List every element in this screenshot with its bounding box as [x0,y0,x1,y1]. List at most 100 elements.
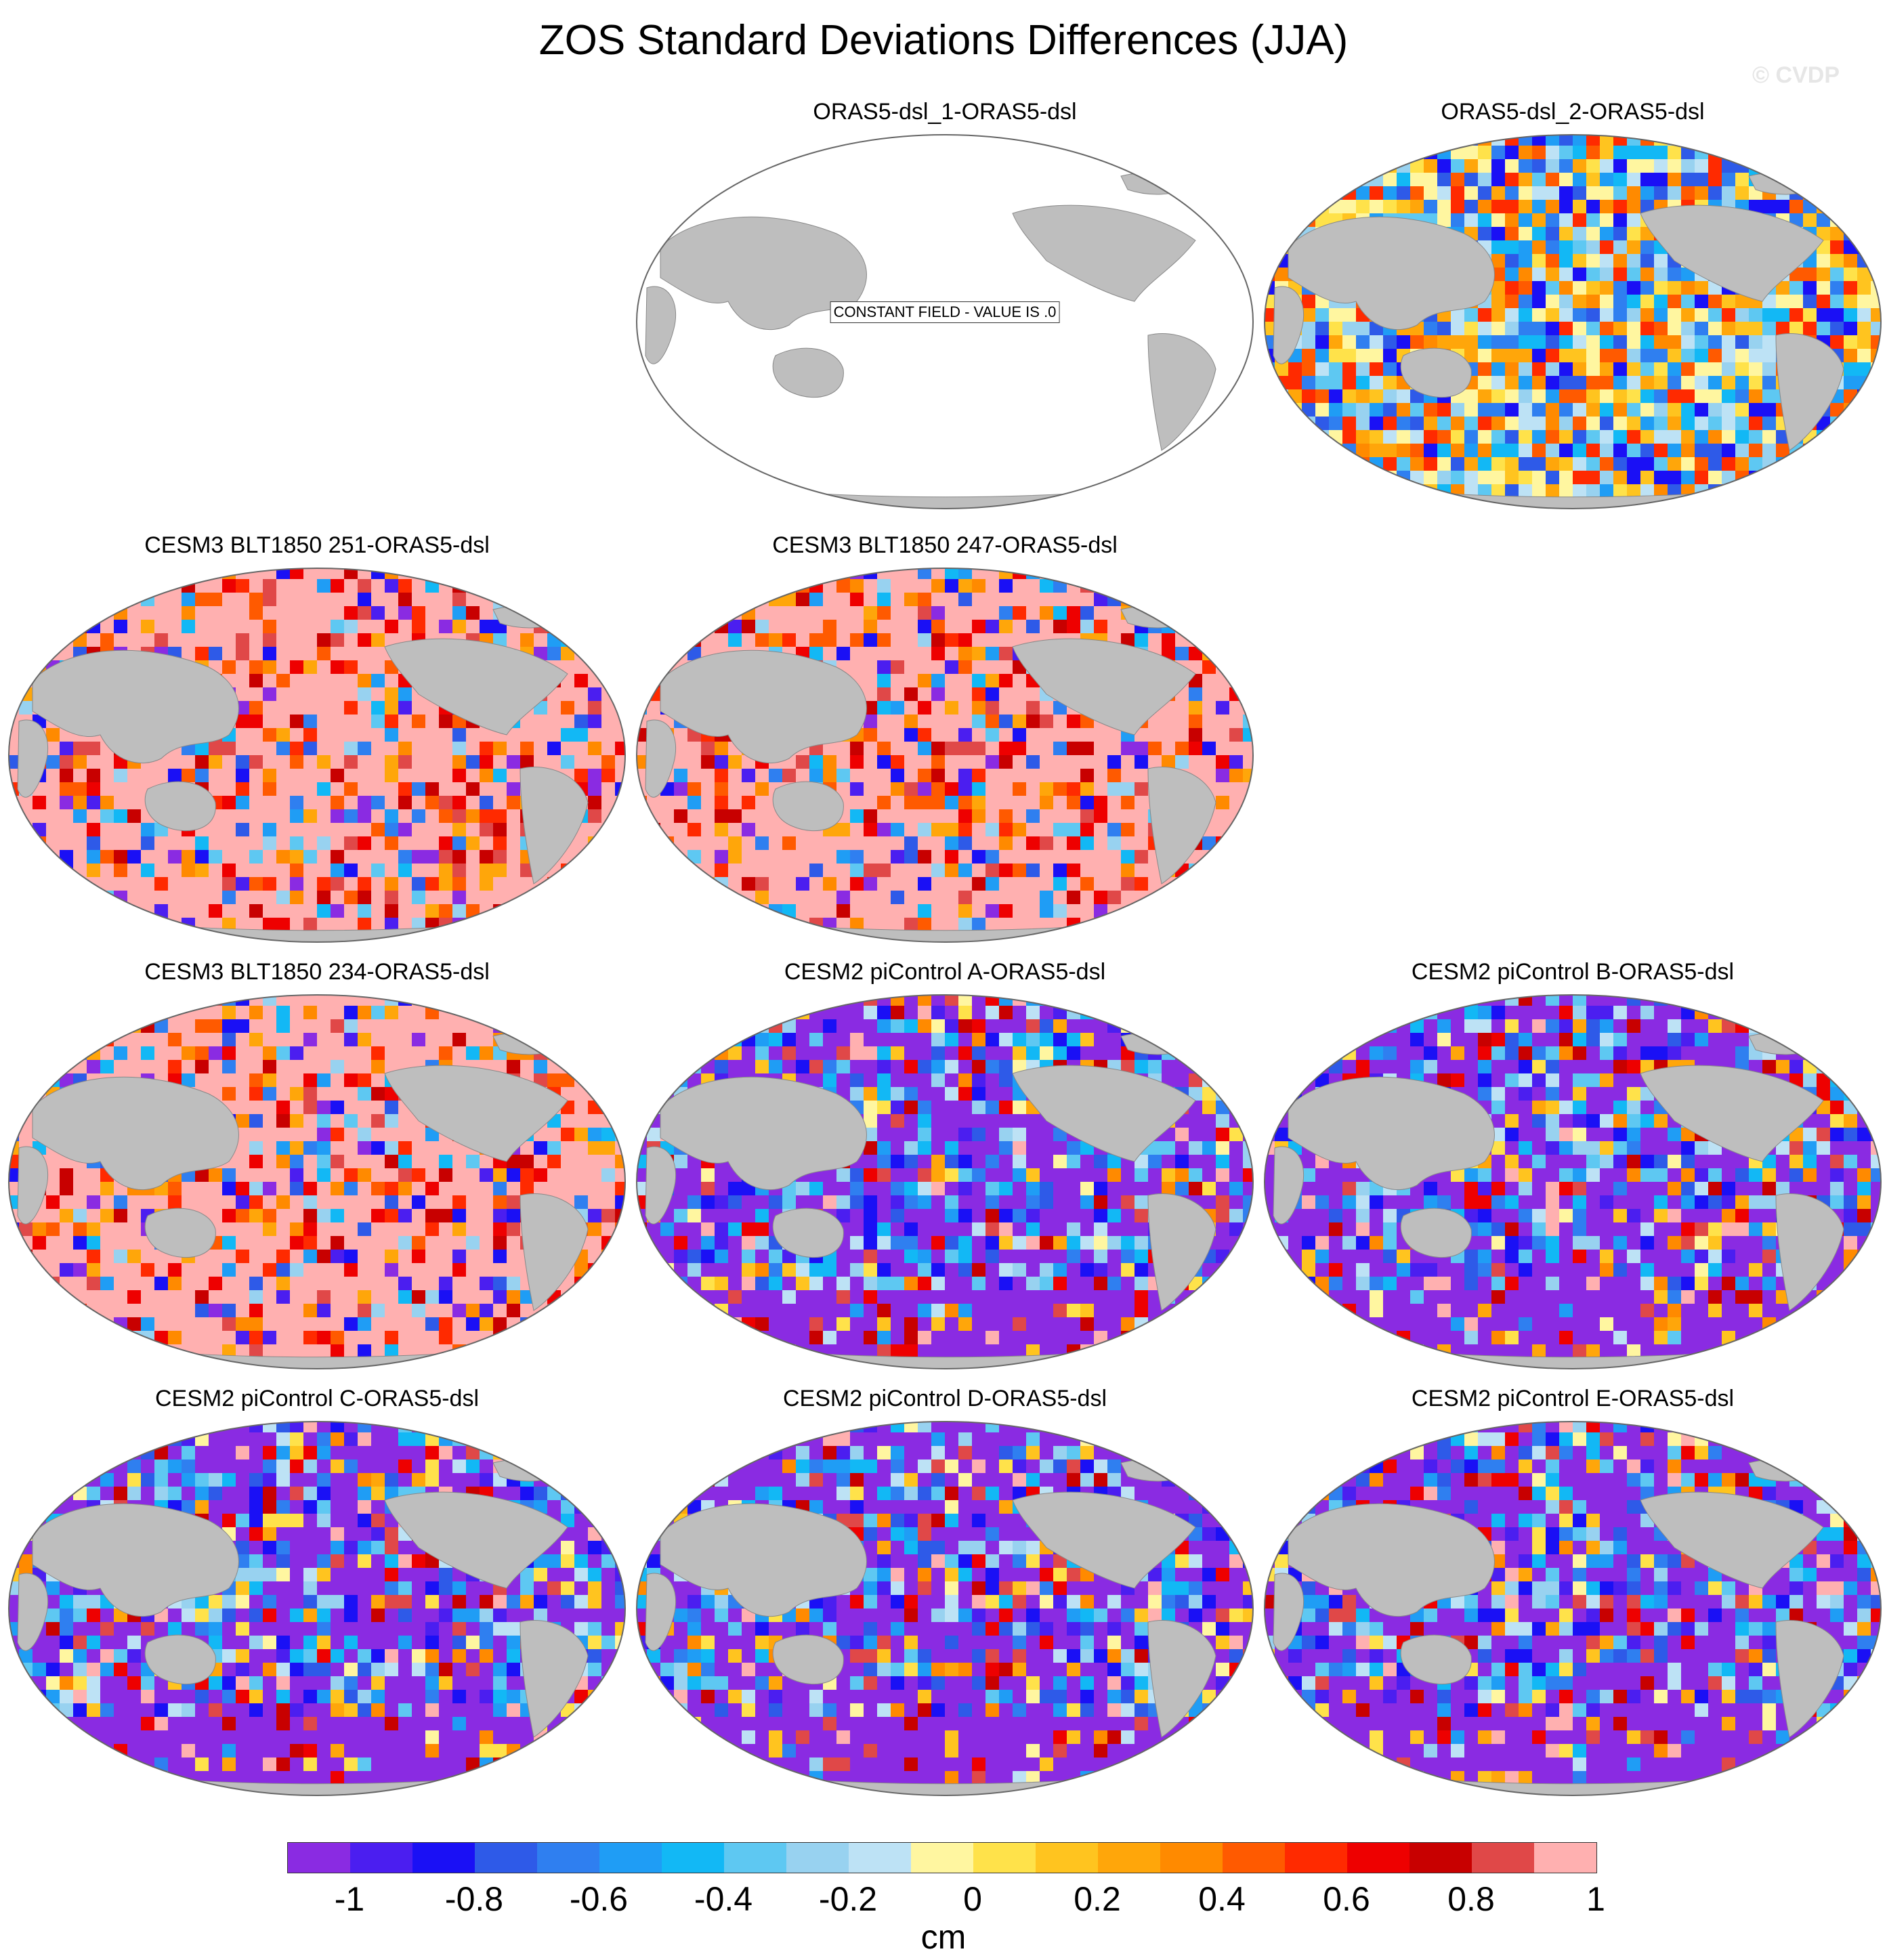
land-mass [17,1146,49,1224]
ocean-field [9,995,625,1369]
map-robinson [1264,134,1882,509]
map-panel-cesm2-d: CESM2 piControl D-ORAS5-dsl [633,1385,1256,1796]
colorbar-tick-label: 0.4 [1198,1880,1246,1918]
map-robinson [8,994,626,1369]
map-frame [636,1421,1254,1796]
land-mass [1640,205,1824,302]
colorbar-segment [599,1843,662,1873]
land-mass [17,719,49,798]
land-mass [17,1573,49,1651]
ocean-field [9,568,625,942]
colorbar-segment [1409,1843,1472,1873]
land-mass [645,1573,677,1651]
ocean-field [637,995,1253,1369]
land-mass [660,649,867,764]
land-mass [772,347,844,398]
colorbar-segment [1347,1843,1409,1873]
land-mass [144,1208,216,1258]
panel-title: CESM3 BLT1850 247-ORAS5-dsl [772,532,1118,558]
land-mass [384,1491,568,1589]
land-mass [1147,1619,1216,1738]
panel-title: CESM2 piControl E-ORAS5-dsl [1411,1386,1735,1411]
ocean-field [637,135,1253,509]
colorbar-segment [786,1843,849,1873]
map-panel-oras5-dsl-1: ORAS5-dsl_1-ORAS5-dsl CONSTANT FIELD - V… [633,98,1256,509]
colorbar-segment [1472,1843,1534,1873]
land-mass [660,1503,867,1617]
map-robinson [8,568,626,943]
colorbar-segment [1160,1843,1223,1873]
map-panel-cesm2-a: CESM2 piControl A-ORAS5-dsl [633,958,1256,1369]
cvdp-watermark: © CVDP [1752,62,1840,88]
map-frame [636,134,1254,509]
colorbar-tick-label: -0.4 [694,1880,753,1918]
land-mass [645,286,677,364]
map-panel-cesm2-e: CESM2 piControl E-ORAS5-dsl [1261,1385,1884,1796]
land-mass [1288,216,1495,331]
map-robinson [636,994,1254,1369]
colorbar-tick-label: -0.8 [444,1880,504,1918]
colorbar-segment [724,1843,786,1873]
land-mass [1147,1193,1216,1311]
colorbar-segment [849,1843,911,1873]
land-mass [1147,333,1216,451]
land-mass [1400,1634,1472,1684]
colorbar-segment [662,1843,724,1873]
colorbar-tick-label: 0.6 [1323,1880,1370,1918]
map-frame [8,994,626,1369]
land-mass [1288,1076,1495,1191]
map-panel-cesm3-234: CESM3 BLT1850 234-ORAS5-dsl [5,958,629,1369]
map-frame [1264,994,1882,1369]
land-mass [1288,1503,1495,1617]
panel-title: CESM3 BLT1850 251-ORAS5-dsl [144,532,490,558]
figure-title: ZOS Standard Deviations Differences (JJA… [538,17,1349,64]
map-panel-cesm3-247: CESM3 BLT1850 247-ORAS5-dsl [633,532,1256,943]
colorbar [287,1842,1597,1873]
colorbar-segment [973,1843,1036,1873]
colorbar-segment [1223,1843,1285,1873]
colorbar-tick-label: 1 [1586,1880,1605,1918]
panel-title: ORAS5-dsl_2-ORAS5-dsl [1441,99,1705,125]
land-mass [645,1146,677,1224]
panel-title: CESM3 BLT1850 234-ORAS5-dsl [144,959,490,985]
map-robinson [636,1421,1254,1796]
colorbar-tick-label: -0.6 [569,1880,629,1918]
colorbar-tick-label: -1 [334,1880,365,1918]
colorbar-units: cm [920,1918,967,1956]
colorbar-segment [1534,1843,1596,1873]
land-mass [1400,347,1472,398]
ocean-field [1265,135,1881,509]
land-mass [1012,1065,1196,1162]
colorbar-tick-label: 0.8 [1447,1880,1495,1918]
colorbar-tick-labels: -1 -0.8 -0.6 -0.4 -0.2 0 0.2 0.4 0.6 0.8 1 [287,1880,1605,1921]
land-mass [520,1619,589,1738]
land-mass [1273,1146,1305,1224]
land-mass [1400,1208,1472,1258]
land-mass [1775,1619,1844,1738]
colorbar-segment [288,1843,350,1873]
colorbar-tick-label: -0.2 [818,1880,878,1918]
colorbar-segment [475,1843,537,1873]
map-frame [1264,134,1882,509]
land-mass [32,1076,239,1191]
land-mass [1775,1193,1844,1311]
land-mass [1012,638,1196,736]
land-mass [772,781,844,831]
map-robinson [8,1421,626,1796]
land-mass [1012,205,1196,302]
colorbar-segment [537,1843,599,1873]
land-mass [32,1503,239,1617]
map-robinson [636,134,1254,509]
land-mass [32,649,239,764]
land-mass [660,1076,867,1191]
panel-title: CESM2 piControl C-ORAS5-dsl [154,1386,480,1411]
land-mass [1640,1065,1824,1162]
land-mass [1147,766,1216,885]
colorbar-segment [1285,1843,1347,1873]
map-panel-cesm2-b: CESM2 piControl B-ORAS5-dsl [1261,958,1884,1369]
map-robinson [1264,994,1882,1369]
land-mass [520,766,589,885]
panel-title: CESM2 piControl B-ORAS5-dsl [1411,959,1735,985]
map-frame [1264,1421,1882,1796]
ocean-field [637,1422,1253,1795]
